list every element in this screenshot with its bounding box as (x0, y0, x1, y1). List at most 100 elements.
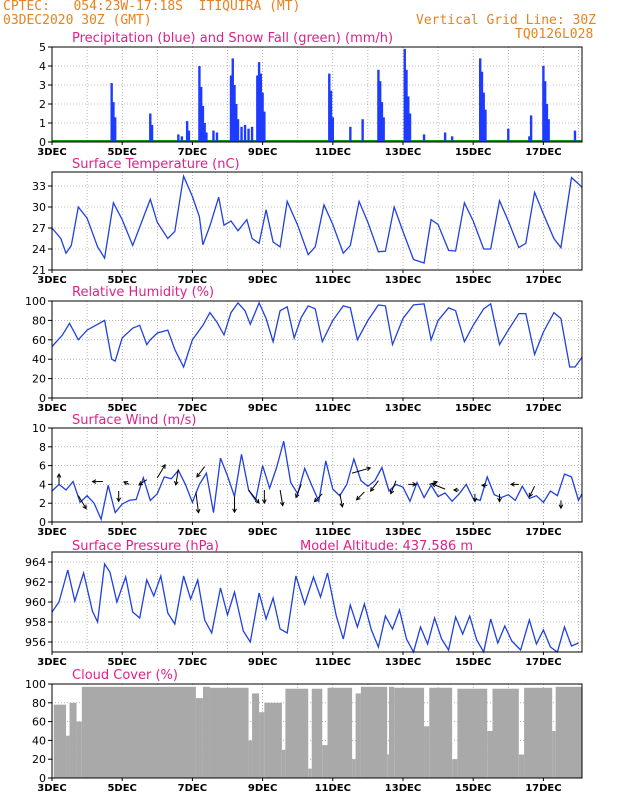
y-tick-label: 5 (39, 41, 46, 54)
precip-bar (507, 128, 510, 142)
y-tick-label: 20 (32, 373, 46, 386)
y-tick-label: 40 (32, 734, 46, 747)
cloud-bar (355, 693, 361, 778)
wind-arrowhead (161, 463, 166, 469)
cloud-bar (360, 686, 388, 778)
y-tick-label: 20 (32, 753, 46, 766)
cloud-bar (209, 687, 249, 778)
header-date: 03DEC2020 30Z (GMT) (3, 13, 152, 28)
y-tick-label: 100 (25, 295, 46, 308)
cloud-bar (487, 731, 493, 778)
y-tick-label: 0 (39, 516, 46, 529)
precip-bar (231, 58, 234, 142)
x-tick-label: 17DEC (525, 403, 561, 414)
wind-arrowhead (196, 472, 201, 478)
cloud-bar (281, 749, 286, 778)
wind-arrowhead (472, 497, 478, 503)
panel-title: Cloud Cover (%) (72, 668, 178, 683)
precip-bar (185, 121, 189, 142)
wind-arrowhead (558, 504, 564, 510)
x-tick-label: 9DEC (248, 147, 277, 158)
precip-bar (484, 109, 487, 142)
plot-border (51, 683, 583, 779)
wind-arrowhead (480, 482, 486, 488)
x-tick-label: 15DEC (455, 275, 491, 286)
precip-bar (236, 119, 240, 142)
x-tick-label: 11DEC (315, 403, 351, 414)
precip-bar (149, 113, 152, 142)
cloud-bar (308, 768, 312, 778)
wind-arrow (248, 489, 260, 504)
precip-bar (229, 75, 233, 142)
x-tick-label: 11DEC (315, 147, 351, 158)
panel-6: 0 20 40 60 80 100 3DEC 5DEC 7DEC 9DEC 11DEC 13DEC 15… (25, 668, 583, 794)
precip-bar (479, 58, 482, 142)
wind-arrow (351, 467, 371, 474)
x-tick-label: 11DEC (315, 783, 351, 794)
precip-bar (380, 102, 384, 142)
y-tick-label: 3 (39, 79, 46, 92)
precip-bar (405, 69, 408, 142)
cloud-bar (285, 688, 309, 778)
y-tick-label: 2 (39, 497, 46, 510)
x-tick-label: 7DEC (178, 403, 207, 414)
cloud-bar (76, 721, 82, 778)
cloud-bar (81, 686, 196, 778)
cloud-bar (352, 759, 356, 778)
wind-arrow (314, 493, 323, 502)
wind-arrow (196, 466, 206, 478)
x-tick-label: 7DEC (178, 147, 207, 158)
precip-bar (261, 92, 264, 142)
x-tick-label: 15DEC (455, 657, 491, 668)
precip-bar (215, 132, 219, 142)
wind-arrowhead (261, 499, 267, 505)
wind-arrowhead (91, 479, 97, 484)
precip-bar (243, 124, 247, 142)
cloud-bar (66, 735, 70, 778)
precip-bar (247, 128, 250, 142)
wind-arrow (370, 480, 379, 492)
precip-bar (528, 136, 531, 142)
wind-arrowhead (339, 502, 345, 508)
x-tick-label: 9DEC (248, 783, 277, 794)
wind-arrowhead (412, 482, 418, 487)
wind-arrowhead (366, 466, 372, 472)
wind-arrowhead (56, 472, 62, 478)
x-tick-label: 9DEC (248, 657, 277, 668)
x-tick-label: 5DEC (107, 275, 136, 286)
precip-bar (328, 73, 331, 142)
precip-bar (403, 48, 406, 142)
plot-border (51, 171, 583, 271)
wind-arrowhead (431, 482, 437, 488)
precip-bar (361, 119, 364, 142)
wind-arrow (528, 486, 536, 497)
wind-arrow (279, 489, 284, 506)
precip-bar (205, 132, 208, 142)
cloud-bar (264, 702, 282, 778)
wind-arrow (175, 469, 179, 486)
x-tick-label: 15DEC (455, 783, 491, 794)
y-tick-label: 1 (39, 117, 46, 130)
precip-bar (113, 117, 117, 142)
wind-arrow (339, 493, 343, 507)
precip-bar (331, 117, 334, 142)
wind-arrow (195, 491, 200, 513)
x-tick-label: 7DEC (178, 657, 207, 668)
y-tick-label: 0 (39, 772, 46, 785)
panel-1: 0 1 2 3 4 5 3DEC 5DEC 7DEC 9DEC 11DEC 13DEC 15DEC 17D… (37, 31, 583, 158)
wind-arrow (429, 481, 438, 485)
cloud-bar (69, 702, 77, 778)
precip-bar (212, 130, 215, 142)
precip-bar (256, 75, 259, 142)
x-tick-label: 3DEC (37, 403, 66, 414)
x-tick-label: 3DEC (37, 527, 66, 538)
series-line (51, 173, 583, 264)
y-tick-label: 60 (32, 334, 46, 347)
cloud-bar (252, 693, 260, 778)
precip-bar (545, 104, 549, 142)
y-tick-label: 24 (32, 243, 46, 256)
x-tick-label: 3DEC (37, 147, 66, 158)
wind-arrowhead (123, 481, 129, 486)
x-tick-label: 13DEC (385, 275, 421, 286)
